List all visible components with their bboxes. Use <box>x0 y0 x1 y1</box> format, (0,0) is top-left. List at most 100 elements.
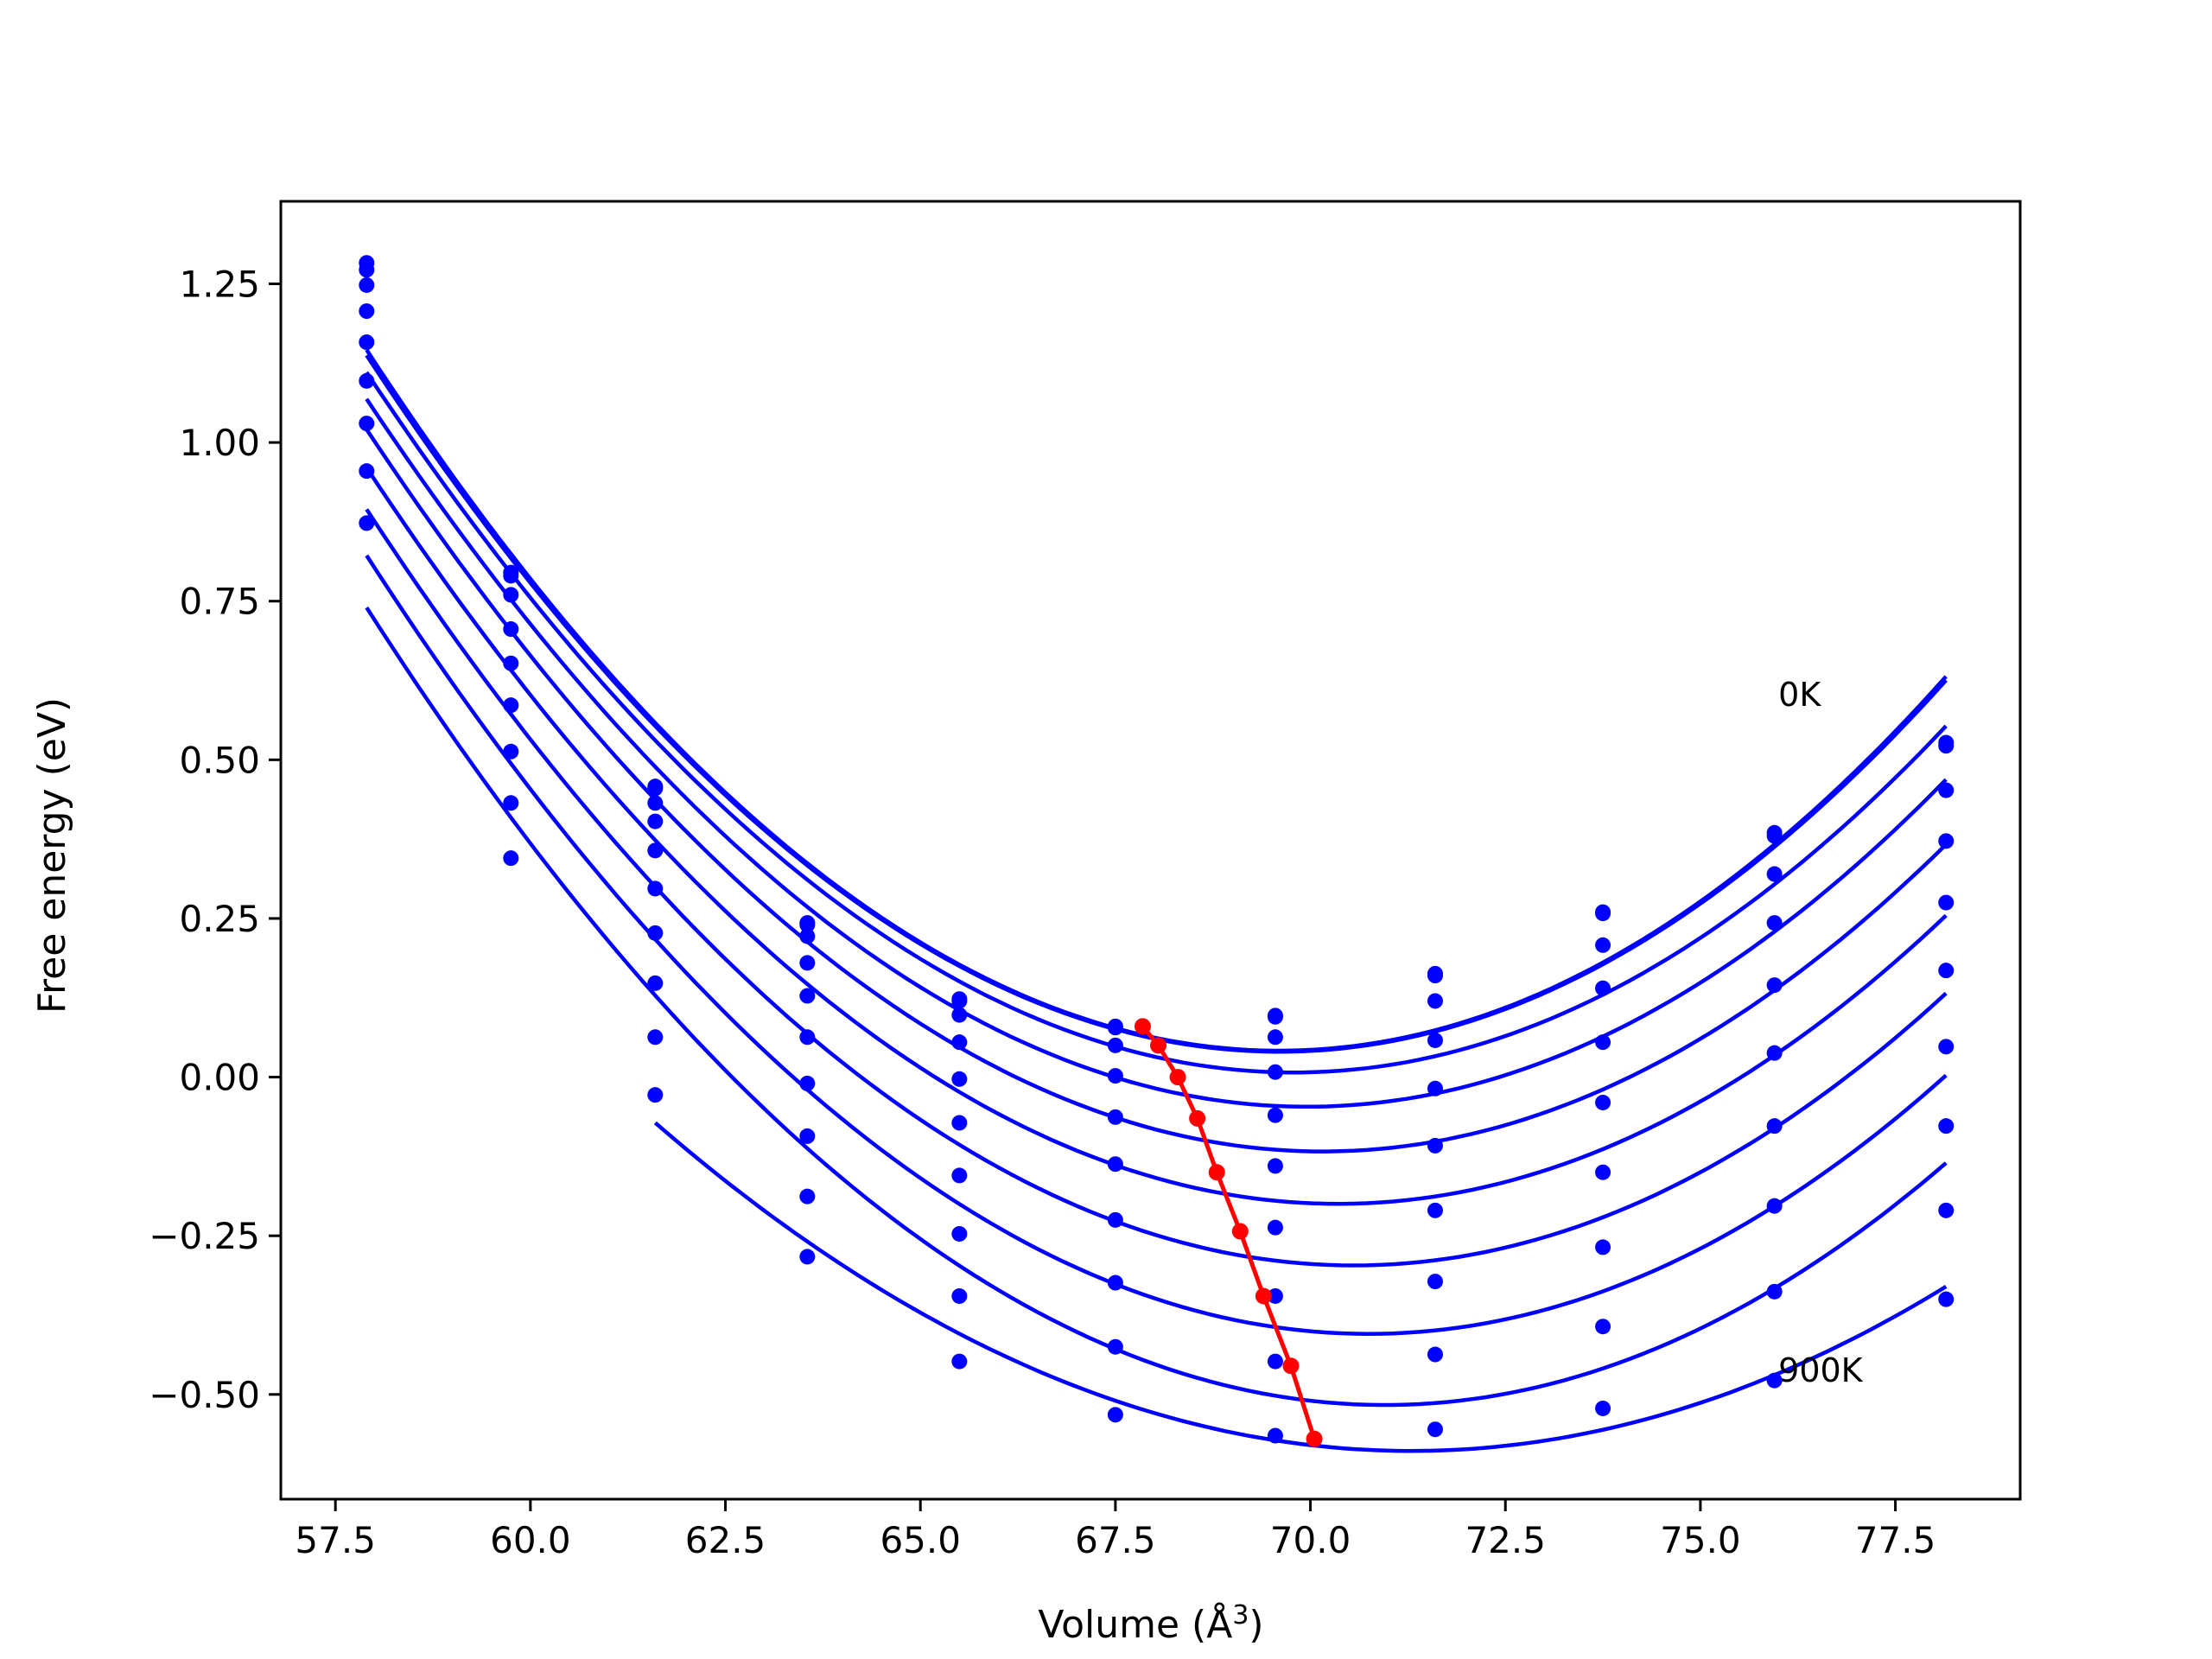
series-curve-0 <box>365 348 1948 1053</box>
series-point-4-9 <box>1766 977 1783 994</box>
x-tick-label: 62.5 <box>685 1519 766 1561</box>
series-point-5-9 <box>1766 1045 1783 1061</box>
series-point-6-2 <box>647 925 664 941</box>
series-curve-7 <box>365 554 1948 1336</box>
series-point-6-0 <box>359 416 375 432</box>
series-curve-8 <box>365 606 1948 1408</box>
series-point-1-7 <box>1427 968 1443 984</box>
series-point-3-6 <box>1267 1064 1283 1080</box>
x-tick-label: 77.5 <box>1855 1519 1936 1561</box>
series-point-7-5 <box>1107 1274 1123 1291</box>
series-point-7-3 <box>799 1128 816 1144</box>
series-point-4-10 <box>1938 894 1955 911</box>
series-curves <box>365 348 1948 1453</box>
series-point-6-4 <box>951 1167 968 1184</box>
series-point-1-2 <box>647 780 664 797</box>
x-axis-label-text: Volume (Å <box>1038 1601 1232 1647</box>
series-point-7-9 <box>1766 1198 1783 1214</box>
series-point-3-8 <box>1595 980 1611 996</box>
y-tick-label: −0.25 <box>149 1215 260 1257</box>
series-point-5-10 <box>1938 963 1955 979</box>
minimum-path-point-2 <box>1169 1069 1186 1086</box>
series-point-1-0 <box>359 262 375 278</box>
x-axis-ticks: 57.5 60.0 62.5 65.0 67.5 70.0 72.5 75.0 77.5 <box>295 1499 1936 1561</box>
series-point-3-4 <box>951 1034 968 1051</box>
series-point-6-10 <box>1938 1039 1955 1055</box>
series-point-7-7 <box>1427 1274 1443 1290</box>
series-point-2-8 <box>1595 937 1611 953</box>
minimum-path-point-6 <box>1255 1287 1272 1305</box>
series-point-8-7 <box>1427 1346 1443 1363</box>
series-point-7-1 <box>503 795 519 811</box>
series-curve-1 <box>365 354 1948 1054</box>
y-axis-label: Free energy (eV) <box>30 697 74 1014</box>
curve-annotations: 0K 900K <box>1778 676 1864 1389</box>
series-point-4-7 <box>1427 1080 1443 1096</box>
x-tick-label: 72.5 <box>1465 1519 1546 1561</box>
series-point-6-1 <box>503 743 519 760</box>
series-point-2-0 <box>359 276 375 293</box>
series-point-2-1 <box>503 587 519 603</box>
series-point-3-0 <box>359 303 375 320</box>
y-tick-label: 0.50 <box>179 739 260 781</box>
y-tick-label: 0.25 <box>179 898 260 940</box>
series-point-8-1 <box>503 850 519 867</box>
series-point-1-3 <box>799 917 816 933</box>
x-tick-label: 75.0 <box>1660 1519 1741 1561</box>
y-tick-label: 0.75 <box>179 581 260 623</box>
series-point-3-2 <box>647 813 664 830</box>
series-point-8-0 <box>359 515 375 531</box>
series-point-1-9 <box>1766 828 1783 844</box>
series-point-9-4 <box>1267 1427 1283 1444</box>
series-point-1-6 <box>1267 1008 1283 1025</box>
minimum-path <box>1134 1018 1323 1447</box>
minimum-path-point-3 <box>1189 1109 1206 1127</box>
series-point-2-3 <box>799 928 816 944</box>
series-point-5-0 <box>359 372 375 389</box>
series-point-1-4 <box>951 993 968 1009</box>
series-point-9-5 <box>1427 1421 1443 1438</box>
series-point-4-3 <box>799 988 816 1004</box>
series-point-8-3 <box>799 1188 816 1205</box>
series-point-6-5 <box>1107 1211 1123 1228</box>
series-point-4-5 <box>1107 1109 1123 1125</box>
series-point-7-6 <box>1267 1287 1283 1304</box>
y-tick-label: 0.00 <box>179 1057 260 1099</box>
series-point-8-8 <box>1595 1319 1611 1335</box>
series-point-4-6 <box>1267 1107 1283 1123</box>
series-point-6-3 <box>799 1075 816 1091</box>
series-point-8-6 <box>1267 1353 1283 1370</box>
series-point-9-7 <box>1766 1372 1783 1389</box>
series-point-4-2 <box>647 842 664 859</box>
series-point-3-1 <box>503 621 519 638</box>
series-point-9-2 <box>951 1353 968 1370</box>
series-point-6-8 <box>1595 1164 1611 1180</box>
series-point-2-4 <box>951 1007 968 1023</box>
x-axis-label-sup: 3 <box>1232 1600 1249 1630</box>
series-point-8-9 <box>1766 1283 1783 1300</box>
curve-annotation: 900K <box>1778 1351 1864 1389</box>
curve-annotation: 0K <box>1778 676 1821 714</box>
series-point-9-8 <box>1938 1291 1955 1307</box>
series-point-1-8 <box>1595 906 1611 922</box>
series-point-8-5 <box>1107 1338 1123 1355</box>
series-point-9-3 <box>1107 1407 1123 1423</box>
y-tick-label: −0.50 <box>149 1374 260 1416</box>
series-point-4-4 <box>951 1071 968 1087</box>
series-point-5-6 <box>1267 1158 1283 1174</box>
series-point-1-1 <box>503 568 519 584</box>
minimum-path-point-8 <box>1306 1430 1323 1447</box>
series-point-5-2 <box>647 880 664 897</box>
series-point-9-6 <box>1595 1400 1611 1416</box>
series-point-7-2 <box>647 975 664 991</box>
y-tick-label: 1.00 <box>179 422 260 464</box>
x-axis-label-close: ) <box>1249 1603 1263 1647</box>
minimum-path-point-4 <box>1208 1164 1225 1181</box>
series-point-9-1 <box>799 1249 816 1265</box>
minimum-path-line <box>1141 1025 1317 1440</box>
series-point-4-8 <box>1595 1034 1611 1051</box>
series-curve-9 <box>653 1121 1948 1453</box>
series-point-7-0 <box>359 463 375 480</box>
series-point-2-6 <box>1267 1029 1283 1046</box>
